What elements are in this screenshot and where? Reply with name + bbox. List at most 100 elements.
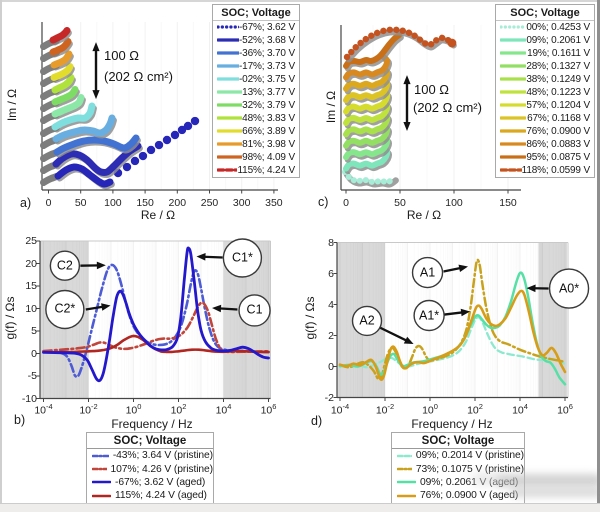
legend-entry: 67%; 0.1168 V: [496, 112, 594, 125]
nyquist-series: [40, 134, 141, 162]
svg-path: [51, 74, 75, 94]
panel-b-y-tick: -5: [27, 370, 37, 382]
svg-path: [343, 26, 456, 61]
panel-c-curves: [342, 26, 457, 188]
svg-circle: [154, 140, 164, 150]
svg-path: [343, 111, 391, 138]
panel-d-curves: [338, 258, 567, 386]
arrow-head: [92, 42, 100, 52]
legend-entry: 98%; 4.09 V: [213, 151, 299, 164]
annotation-circle: [222, 238, 263, 278]
arrow-head: [101, 303, 111, 311]
drt-series: [42, 301, 270, 354]
panel-d-xaxis-title: Frequency / Hz: [411, 416, 493, 431]
arrow-head: [403, 122, 411, 131]
legend-entry-label: 76%; 0.0900 V: [526, 125, 590, 137]
panel-d-y-tick: -2: [324, 391, 334, 404]
panel-d-legend-rows: 09%; 0.2014 V (pristine) 73%; 0.1075 V (p…: [392, 449, 524, 503]
legend-swatch-line: [500, 116, 526, 120]
legend-entry: -67%; 3.62 V: [213, 21, 299, 34]
legend-swatch-line: [217, 51, 239, 55]
panel-c-plot: [340, 25, 521, 194]
legend-swatch-line: [92, 494, 111, 498]
panel-b-y-tick: 5: [31, 325, 37, 337]
panel-d-x-tick: 100: [422, 402, 438, 417]
panel-a-x-tick: 200: [168, 197, 187, 209]
legend-entry-label: -43%; 3.64 V (pristine): [112, 450, 213, 462]
nyquist-series: [343, 65, 393, 95]
legend-entry-label: -02%; 3.75 V: [238, 73, 295, 85]
svg-path: [54, 163, 114, 188]
nyquist-series: [40, 116, 200, 190]
panel-d-y-tick: 0: [328, 360, 334, 373]
annotation-C2: [49, 250, 106, 281]
panel-a-x-tick: 300: [232, 197, 251, 209]
legend-entry-label: 09%; 0.2061 V (aged): [420, 476, 519, 488]
legend-swatch-line: [217, 142, 243, 146]
panel-a-x-tick: 0: [45, 197, 52, 209]
panel-d-x-tick: 104: [512, 402, 528, 417]
panel-b-y-tick: 0: [31, 347, 37, 360]
panel-b-grid: [43, 241, 269, 399]
svg-line: [203, 255, 223, 259]
panel-a-x-tick: 50: [74, 197, 87, 209]
legend-swatch-line: [397, 494, 416, 498]
svg-circle: [130, 156, 140, 166]
legend-entry-label: 57%; 0.1204 V: [526, 99, 590, 111]
panel-b-legend-rows: -43%; 3.64 V (pristine) 107%; 4.26 V (pri…: [87, 449, 213, 503]
panel-c-legend-title: SOC; Voltage: [496, 5, 594, 21]
svg-path: [342, 169, 397, 186]
legend-entry: 86%; 0.0883 V: [496, 138, 594, 151]
nyquist-series: [40, 63, 75, 87]
nyquist-series: [40, 86, 80, 112]
nyquist-series: [40, 102, 97, 137]
legend-swatch-line: [217, 90, 243, 94]
legend-entry: 48%; 3.83 V: [213, 112, 299, 125]
legend-swatch-line: [500, 77, 526, 81]
annotation-A1*: [413, 299, 471, 332]
nyquist-series: [40, 74, 76, 100]
panel-c-x-tick: 0: [343, 197, 349, 209]
nyquist-series: [40, 50, 74, 75]
tick-exponent: 2: [182, 402, 187, 411]
panel-b-y-tick: 25: [25, 235, 37, 247]
legend-swatch-line: [92, 454, 109, 457]
panel-b-plot: [36, 238, 271, 402]
drt-series: [42, 246, 270, 383]
nyquist-series: [40, 27, 72, 50]
legend-entry: 28%; 0.1327 V: [496, 60, 594, 73]
legend-entry: 38%; 0.1249 V: [496, 73, 594, 86]
annotation-circle: [45, 289, 85, 330]
tick-exponent: -4: [46, 402, 53, 411]
legend-swatch-line: [397, 454, 412, 457]
svg-path: [343, 134, 391, 161]
annotation-C1: [212, 294, 271, 327]
panel-d-y-tick: 6: [328, 267, 334, 280]
legend-swatch-line: [500, 168, 522, 172]
panel-d-plot: [333, 242, 590, 401]
annotation-A0*: [526, 268, 590, 309]
annotation-A1: [411, 256, 469, 289]
legend-swatch-line: [217, 77, 239, 81]
legend-entry-label: 118%; 0.0599 V: [521, 164, 590, 176]
legend-swatch-line: [500, 142, 526, 146]
legend-entry: -67%; 3.62 V (aged): [87, 476, 213, 489]
panel-c-label: c): [318, 195, 329, 209]
legend-swatch-line: [500, 64, 526, 68]
panel-a-legend-rows: -67%; 3.62 V -52%; 3.68 V -36%; 3.70 V -17%…: [213, 21, 299, 177]
svg-line: [443, 266, 462, 273]
panel-a-x-tick: 350: [265, 197, 283, 209]
legend-swatch-line: [397, 467, 412, 471]
legend-entry: 115%; 4.24 V (aged): [87, 489, 213, 502]
panel-a-x-tick: 250: [200, 197, 219, 209]
legend-entry-label: 115%; 4.24 V (aged): [115, 490, 207, 502]
legend-entry: -17%; 3.73 V: [213, 60, 299, 73]
arrow-head: [96, 261, 106, 270]
legend-entry: 09%; 0.2014 V (pristine): [392, 449, 524, 462]
panel-a-legend: SOC; Voltage -67%; 3.62 V -52%; 3.68 V -36…: [212, 4, 300, 178]
annotation-circle-label: C1: [246, 303, 263, 318]
svg-path: [51, 102, 96, 131]
nyquist-series: [40, 142, 143, 179]
tick-exponent: -2: [91, 402, 98, 411]
